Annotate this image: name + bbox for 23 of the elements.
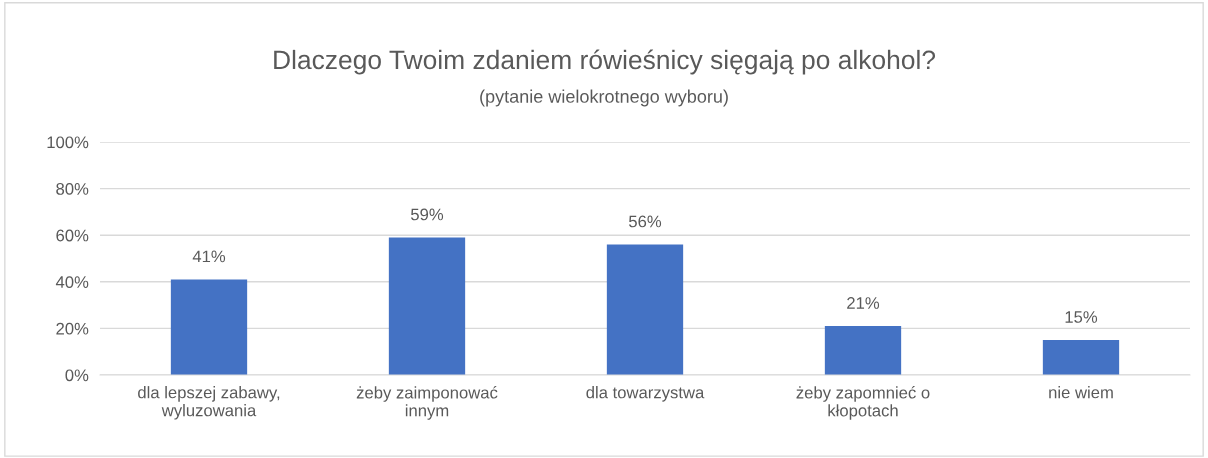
x-tick-label: dla towarzystwa [586,386,705,402]
y-tick-label: 80% [56,183,89,195]
data-label: 56% [628,215,662,228]
bar [824,326,902,375]
bar [1042,340,1120,375]
y-tick-label: 60% [56,229,89,242]
chart-subtitle: (pytanie wielokrotnego wyboru) [480,89,728,107]
y-tick-label: 40% [55,276,89,288]
chart-title: Dlaczego Twoim zdaniem rówieśnicy sięgają po alkohol? [274,49,936,75]
x-tick-label: nie wiem [1049,386,1113,399]
y-tick-label: 100% [47,136,89,149]
bar [388,237,466,375]
data-label: 15% [1065,311,1098,323]
x-tick-label: żeby zaimponować innym [356,386,498,420]
y-tick-label: 0% [65,369,89,382]
x-tick-label: dla lepszej zabawy, wyluzowania [138,386,280,420]
bar [606,244,684,375]
data-label: 21% [847,297,880,309]
x-tick-label: żeby zapomnieć o kłopotach [796,386,930,420]
bar [170,279,248,375]
data-label: 41% [192,250,226,263]
data-label: 59% [410,208,444,221]
y-tick-label: 20% [56,322,89,335]
